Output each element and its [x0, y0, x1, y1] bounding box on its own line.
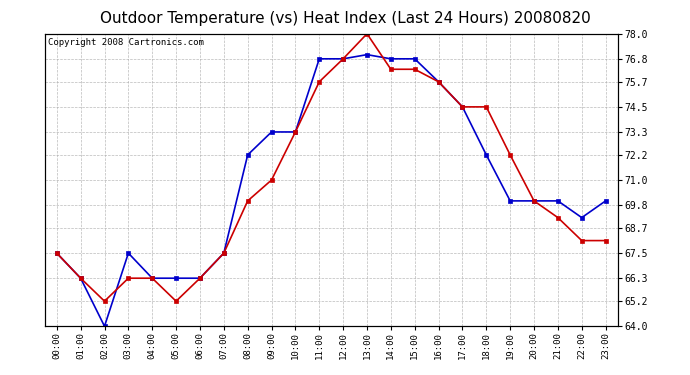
Text: Outdoor Temperature (vs) Heat Index (Last 24 Hours) 20080820: Outdoor Temperature (vs) Heat Index (Las… [99, 11, 591, 26]
Text: Copyright 2008 Cartronics.com: Copyright 2008 Cartronics.com [48, 38, 204, 47]
